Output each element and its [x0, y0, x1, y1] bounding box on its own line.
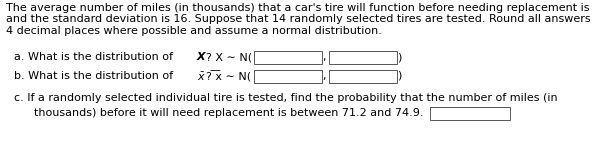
Text: ? X ∼ N(: ? X ∼ N(	[206, 52, 252, 62]
Text: ,: ,	[322, 52, 326, 62]
Text: c. If a randomly selected individual tire is tested, find the probability that t: c. If a randomly selected individual tir…	[14, 93, 557, 103]
Text: ? ͞x ∼ N(: ? ͞x ∼ N(	[206, 71, 251, 82]
Text: ): )	[397, 52, 401, 62]
Text: ,: ,	[322, 71, 326, 81]
Text: The average number of miles (in thousands) that a car's tire will function befor: The average number of miles (in thousand…	[6, 3, 593, 13]
Bar	[430, 107, 510, 120]
Text: and the standard deviation is 16. Suppose that 14 randomly selected tires are te: and the standard deviation is 16. Suppos…	[6, 14, 593, 24]
Text: b. What is the distribution of: b. What is the distribution of	[14, 71, 177, 81]
Bar	[254, 70, 322, 83]
Text: ): )	[397, 71, 401, 81]
Text: thousands) before it will need replacement is between 71.2 and 74.9.: thousands) before it will need replaceme…	[20, 108, 423, 118]
Text: a. What is the distribution of: a. What is the distribution of	[14, 52, 177, 62]
Text: 4 decimal places where possible and assume a normal distribution.: 4 decimal places where possible and assu…	[6, 26, 382, 36]
Bar	[254, 51, 322, 64]
Bar	[329, 70, 397, 83]
Text: $\bar{x}$: $\bar{x}$	[197, 71, 206, 83]
Text: X: X	[197, 52, 206, 62]
Bar	[329, 51, 397, 64]
